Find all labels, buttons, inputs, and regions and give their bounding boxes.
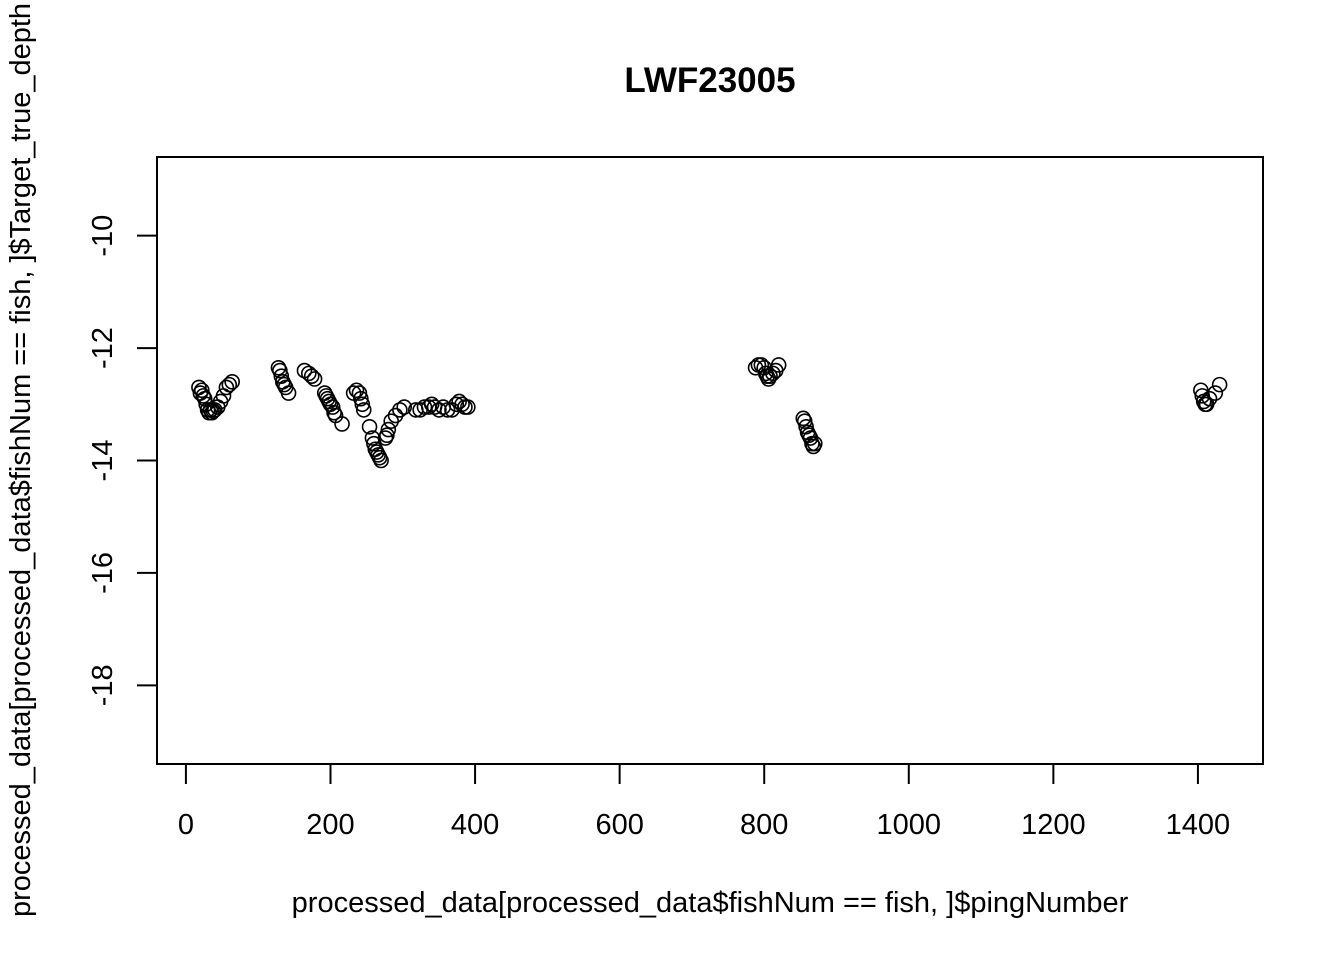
data-points [191, 357, 1228, 469]
data-point [351, 385, 368, 401]
data-point [204, 404, 220, 421]
data-point [224, 374, 240, 390]
data-point [301, 365, 317, 382]
data-point [798, 418, 814, 435]
y-tick-label: -12 [87, 327, 119, 369]
data-point [272, 362, 288, 379]
data-point [762, 368, 778, 384]
data-point [280, 385, 297, 401]
plot-frame [156, 156, 1264, 765]
data-point [303, 368, 320, 384]
x-tick-label: 1400 [1166, 809, 1231, 841]
data-point [354, 396, 371, 413]
y-tick-label: -16 [87, 552, 119, 594]
x-tick-label: 1000 [877, 809, 942, 841]
x-tick-label: 600 [595, 809, 643, 841]
y-tick-label: -10 [87, 215, 119, 257]
x-tick-label: 400 [451, 809, 499, 841]
data-point [392, 402, 408, 418]
x-tick-label: 0 [178, 809, 194, 841]
x-axis: 0 200 400 600 800 1000 1200 1400 [178, 763, 1231, 841]
data-point [306, 371, 323, 387]
data-point [1193, 382, 1209, 399]
data-point [194, 382, 210, 399]
data-point [379, 427, 395, 444]
data-point [364, 430, 381, 446]
data-point [1211, 376, 1228, 393]
x-tick-label: 800 [740, 809, 788, 841]
data-point [756, 359, 773, 376]
data-point [448, 396, 465, 413]
data-point [416, 399, 433, 415]
data-point [765, 365, 781, 382]
data-point [380, 421, 397, 438]
data-point [431, 402, 447, 418]
data-point [353, 390, 369, 407]
x-axis-label: processed_data[processed_data$fishNum ==… [292, 887, 1129, 919]
x-tick-label: 200 [306, 809, 354, 841]
y-tick-label: -14 [87, 440, 119, 482]
data-point [796, 413, 813, 429]
data-point [273, 368, 290, 384]
data-point [460, 399, 476, 415]
data-point [373, 452, 389, 469]
data-point [396, 399, 413, 415]
data-point [770, 357, 787, 373]
data-point [1201, 390, 1218, 407]
data-point [218, 379, 235, 396]
data-point [451, 393, 467, 410]
data-point [439, 402, 456, 418]
data-point [361, 418, 378, 435]
data-point [807, 435, 823, 452]
data-point [324, 399, 341, 415]
x-tick-label: 1200 [1021, 809, 1086, 841]
y-axis: -18 -16 -14 -12 -10 [87, 215, 158, 706]
data-point [207, 402, 223, 418]
data-point [355, 402, 372, 418]
chart-title: LWF23005 [624, 61, 795, 100]
data-point [348, 382, 365, 399]
y-tick-label: -18 [87, 664, 119, 706]
data-point [221, 376, 238, 393]
y-axis-label: processed_data[processed_data$fishNum ==… [5, 3, 37, 917]
data-point [1207, 385, 1224, 401]
data-point [334, 416, 350, 432]
